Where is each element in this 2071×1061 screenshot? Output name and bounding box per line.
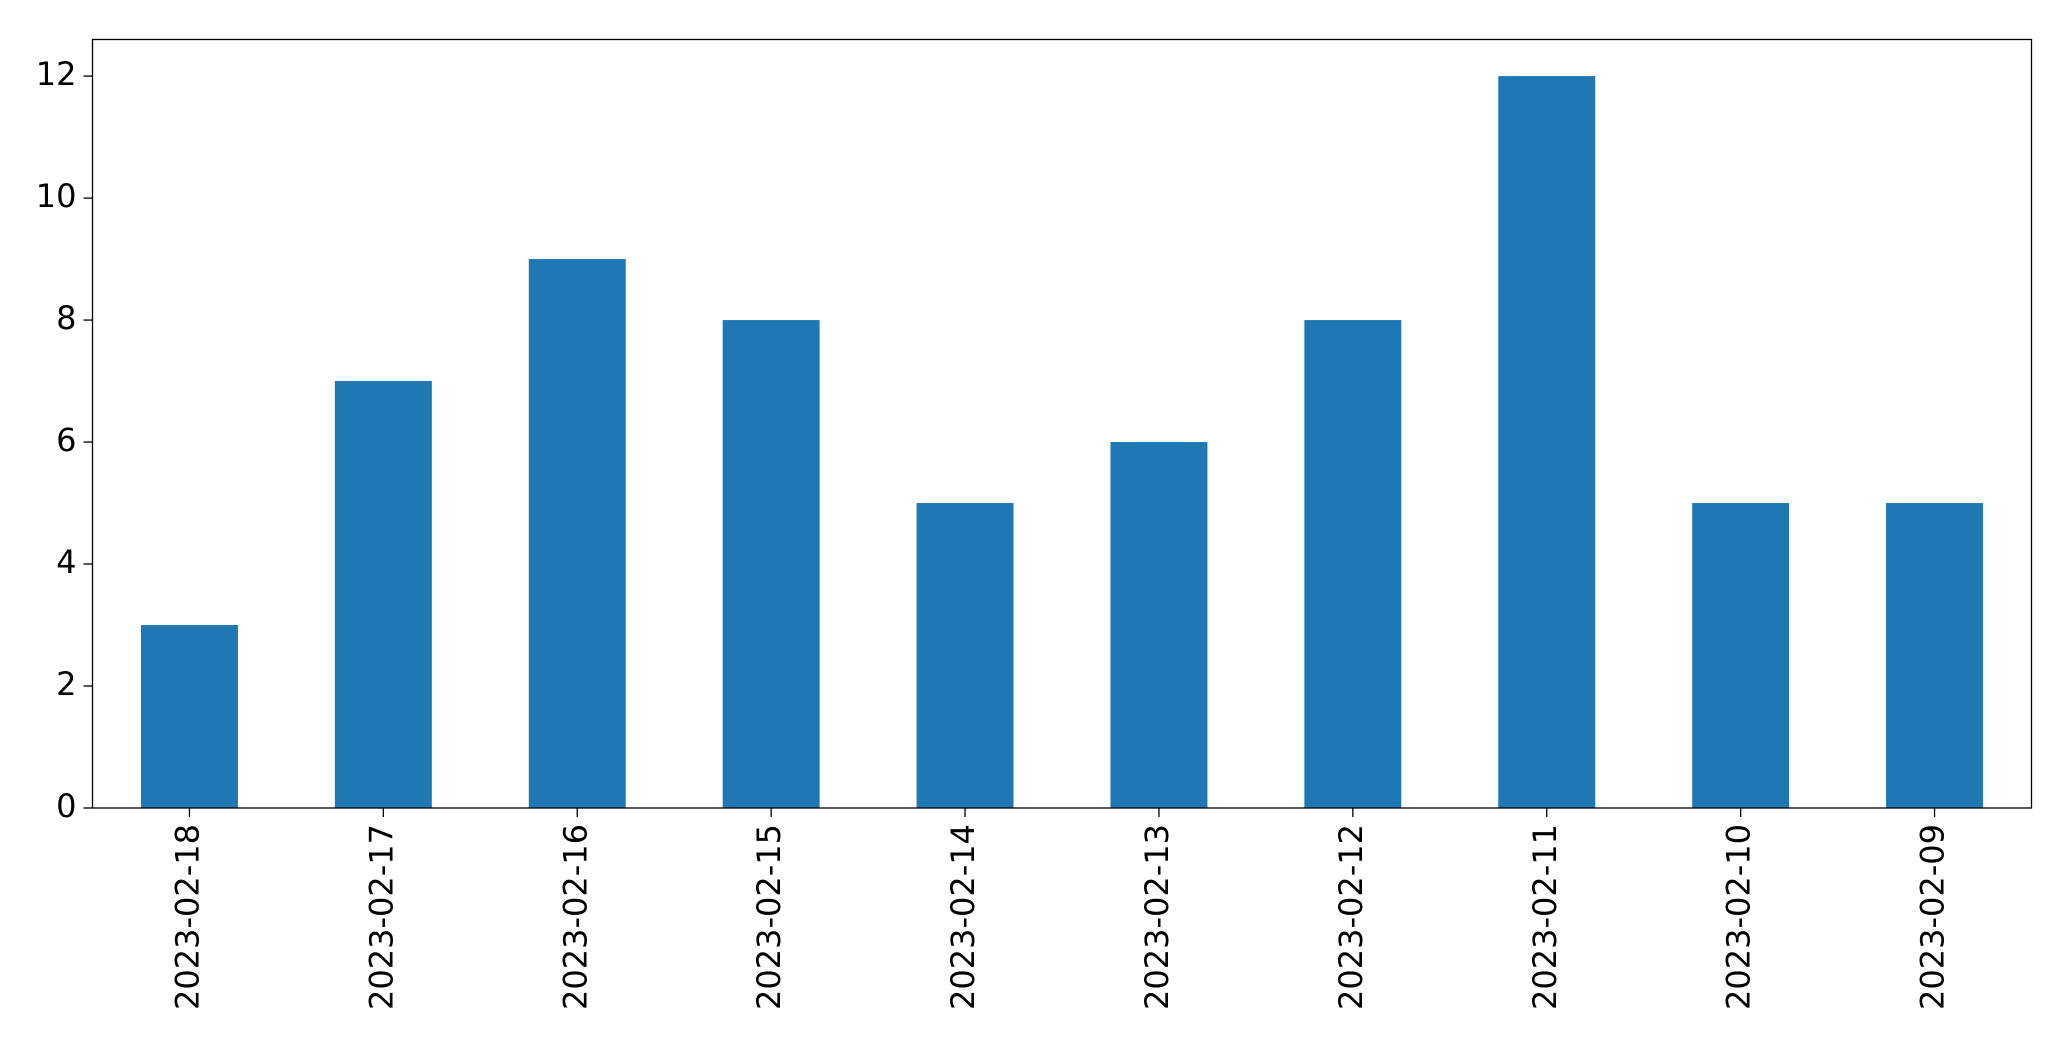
bar [334,381,432,808]
y-tick-label: 10 [36,177,77,215]
bar [1498,76,1596,809]
x-tick-label: 2023-02-13 [1138,824,1176,1010]
x-tick-label: 2023-02-09 [1914,824,1952,1010]
x-tick-label: 2023-02-10 [1720,824,1758,1010]
y-tick-label: 6 [56,421,76,459]
bar [1886,503,1984,808]
bar [1110,442,1208,808]
x-tick-label: 2023-02-14 [944,824,982,1010]
x-tick-label: 2023-02-11 [1526,824,1564,1010]
y-tick-label: 4 [56,543,76,581]
y-tick-label: 0 [56,787,76,825]
bar [722,320,820,808]
bar [140,625,238,808]
plot-area: 0 2 4 6 8 10 12 2023-02-18 2023-02-17 2023-02-16 2… [36,55,1984,1010]
y-tick-label: 12 [36,55,77,93]
y-tick-label: 8 [56,299,76,337]
bar [916,503,1014,808]
axes-frame [91,38,2033,809]
bar [1304,320,1402,808]
bar [528,259,626,809]
x-tick-label: 2023-02-15 [750,824,788,1010]
x-tick-label: 2023-02-12 [1332,824,1370,1010]
x-tick-label: 2023-02-16 [556,824,594,1010]
x-tick-label: 2023-02-18 [168,824,206,1010]
x-tick-label: 2023-02-17 [362,824,400,1010]
y-tick-label: 2 [56,665,76,703]
bar [1692,503,1790,808]
